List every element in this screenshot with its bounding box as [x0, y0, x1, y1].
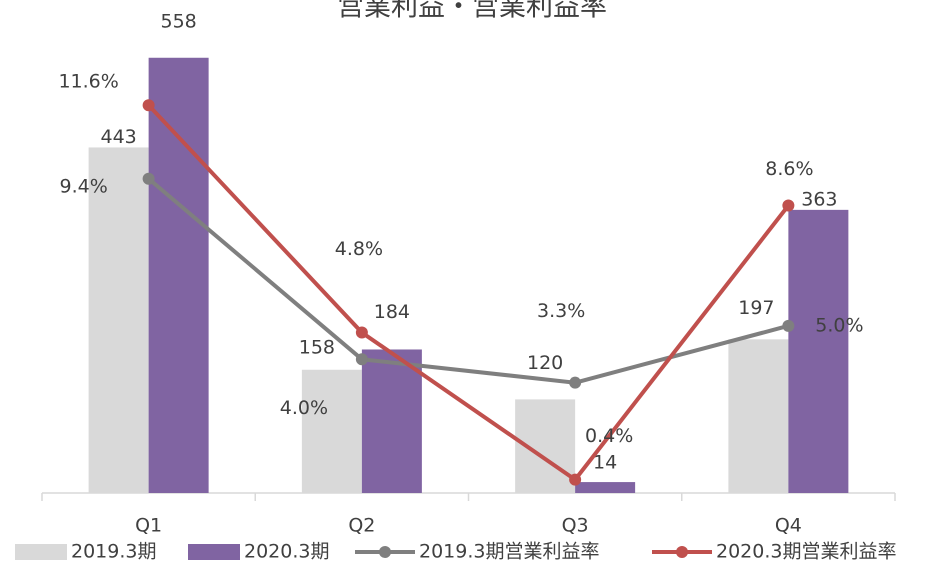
bar: [575, 482, 636, 493]
legend-label: 2019.3期営業利益率: [419, 541, 599, 563]
point: [569, 473, 582, 486]
bar-label: 197: [738, 297, 774, 319]
point: [142, 99, 155, 112]
line-label: 3.3%: [537, 300, 585, 322]
point: [355, 353, 368, 366]
line-label: 5.0%: [815, 314, 863, 336]
bar: [301, 369, 362, 493]
legend-label: 2019.3期: [71, 541, 156, 563]
bar: [728, 339, 789, 493]
point: [142, 172, 155, 185]
line-label: 4.0%: [280, 397, 328, 419]
legend-swatch: [15, 544, 67, 560]
legend-label: 2020.3期: [244, 541, 329, 563]
bar: [788, 209, 849, 494]
bar-label: 158: [299, 336, 335, 358]
line: [147, 103, 790, 483]
bar: [361, 349, 422, 493]
point: [782, 199, 795, 212]
bar-label: 443: [100, 126, 136, 148]
bar-label: 184: [374, 301, 410, 323]
chart-title: 営業利益・営業利益率: [337, 0, 607, 23]
legend-swatch: [676, 546, 688, 558]
legend-swatch: [379, 546, 391, 558]
line-label: 9.4%: [59, 175, 107, 197]
line-label: 4.8%: [335, 238, 383, 260]
bar-label: 120: [527, 352, 563, 374]
x-tick-label: Q3: [562, 515, 589, 537]
bar-label: 558: [160, 10, 196, 32]
legend-swatch: [188, 544, 240, 560]
point: [782, 319, 795, 332]
bar-label: 363: [801, 188, 837, 210]
bar: [148, 57, 209, 493]
x-tick-label: Q2: [348, 515, 375, 537]
x-tick-label: Q4: [775, 515, 802, 537]
bar: [88, 147, 149, 493]
point: [569, 376, 582, 389]
bar-label: 14: [593, 452, 617, 474]
line: [147, 177, 789, 385]
point: [355, 326, 368, 339]
line-label: 8.6%: [765, 158, 813, 180]
line-label: 11.6%: [58, 71, 118, 93]
x-tick-label: Q1: [135, 515, 162, 537]
line-label: 0.4%: [585, 425, 633, 447]
legend-label: 2020.3期営業利益率: [716, 541, 896, 563]
